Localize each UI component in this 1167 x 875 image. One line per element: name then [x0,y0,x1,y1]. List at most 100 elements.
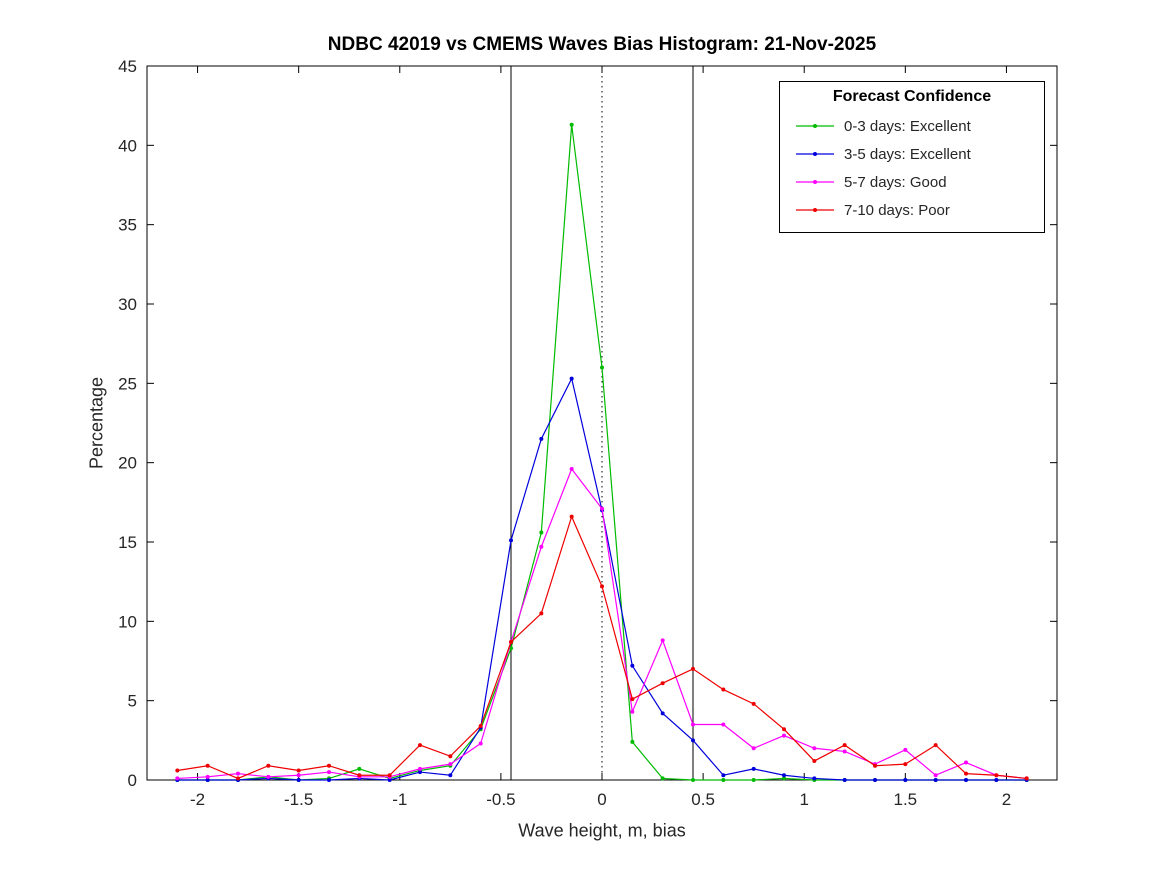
x-tick-label: -1.5 [284,790,313,809]
series-marker [691,778,695,782]
series-marker [327,770,331,775]
series-marker [630,739,635,744]
legend-item: 3-5 days: Excellent [780,140,1044,168]
series-marker [721,773,726,778]
series-marker [873,778,877,782]
y-tick-label: 5 [128,692,137,711]
series-marker [842,743,847,748]
legend-item: 7-10 days: Poor [780,196,1044,224]
series-line-1 [177,376,1027,781]
series-marker [296,773,301,778]
series-marker [721,778,726,782]
series-marker [782,733,786,738]
series-marker [600,584,604,589]
legend-line-sample [796,208,834,212]
series-marker [569,376,574,381]
x-tick-label: 1 [799,790,808,809]
series-marker [175,776,180,781]
series-marker [236,771,240,776]
series-marker [842,749,847,754]
legend-item-label: 7-10 days: Poor [844,201,950,219]
series-marker [964,760,968,765]
series-marker [842,778,847,782]
series-marker [478,724,483,729]
series-marker [236,776,240,781]
series-marker [266,763,271,768]
series-marker [691,666,695,671]
series-marker [418,766,422,771]
series-marker [539,611,544,616]
series-marker [964,778,968,782]
series-marker [660,776,665,781]
series-marker [691,738,695,743]
x-tick-label: -1 [392,790,407,809]
series-marker [782,727,786,732]
series-marker [448,754,453,759]
x-tick-label: 1.5 [894,790,918,809]
series-marker [1024,776,1029,781]
series-marker [569,514,574,519]
legend-item-label: 3-5 days: Excellent [844,145,971,163]
legend-item-label: 5-7 days: Good [844,173,947,191]
series-marker [387,778,392,782]
y-tick-label: 30 [118,295,137,314]
legend-line-sample [796,124,834,128]
series-marker [721,687,726,692]
series-marker [751,701,756,706]
series-marker [205,778,210,782]
series-marker [660,638,665,643]
series-marker [509,639,513,644]
series-marker [296,778,301,782]
series-marker [418,770,422,775]
series-marker [266,774,271,779]
series-marker [357,766,362,771]
legend-item: 0-3 days: Excellent [780,112,1044,140]
y-tick-label: 35 [118,216,137,235]
series-marker [782,776,786,781]
series-marker [903,778,908,782]
y-tick-label: 15 [118,533,137,552]
series-marker [327,778,331,782]
legend: Forecast Confidence 0-3 days: Excellent 3… [779,81,1045,233]
series-marker [660,711,665,716]
series-marker [539,436,544,441]
x-tick-label: 2 [1002,790,1011,809]
legend-items: 0-3 days: Excellent 3-5 days: Excellent 5-… [780,112,1044,224]
series-marker [994,778,999,782]
x-axis-label: Wave height, m, bias [518,820,686,841]
series-marker [387,773,392,778]
y-tick-label: 20 [118,454,137,473]
legend-title: Forecast Confidence [832,88,992,105]
series-marker [418,743,422,748]
series-marker [569,467,574,472]
series-marker [903,747,908,752]
series-marker [751,746,756,751]
legend-item-label: 0-3 days: Excellent [844,117,971,135]
series-marker [994,773,999,778]
series-marker [903,762,908,767]
series-marker [357,773,362,778]
y-axis-label: Percentage [86,376,107,470]
series-marker [509,538,513,543]
series-marker [660,681,665,686]
series-marker [600,506,604,511]
series-marker [721,722,726,727]
series-marker [175,768,180,773]
series-marker [933,773,938,778]
series-marker [751,766,756,771]
series-marker [205,763,210,768]
series-marker [782,773,786,778]
series-marker [691,722,695,727]
series-marker [964,771,968,776]
series-marker [751,778,756,782]
series-marker [478,741,483,746]
series-marker [569,122,574,127]
chart-title: NDBC 42019 vs CMEMS Waves Bias Histogram… [327,34,877,55]
series-marker [448,762,453,767]
series-marker [630,663,635,668]
series-marker [873,763,877,768]
series-marker [812,758,817,763]
series-marker [448,773,453,778]
